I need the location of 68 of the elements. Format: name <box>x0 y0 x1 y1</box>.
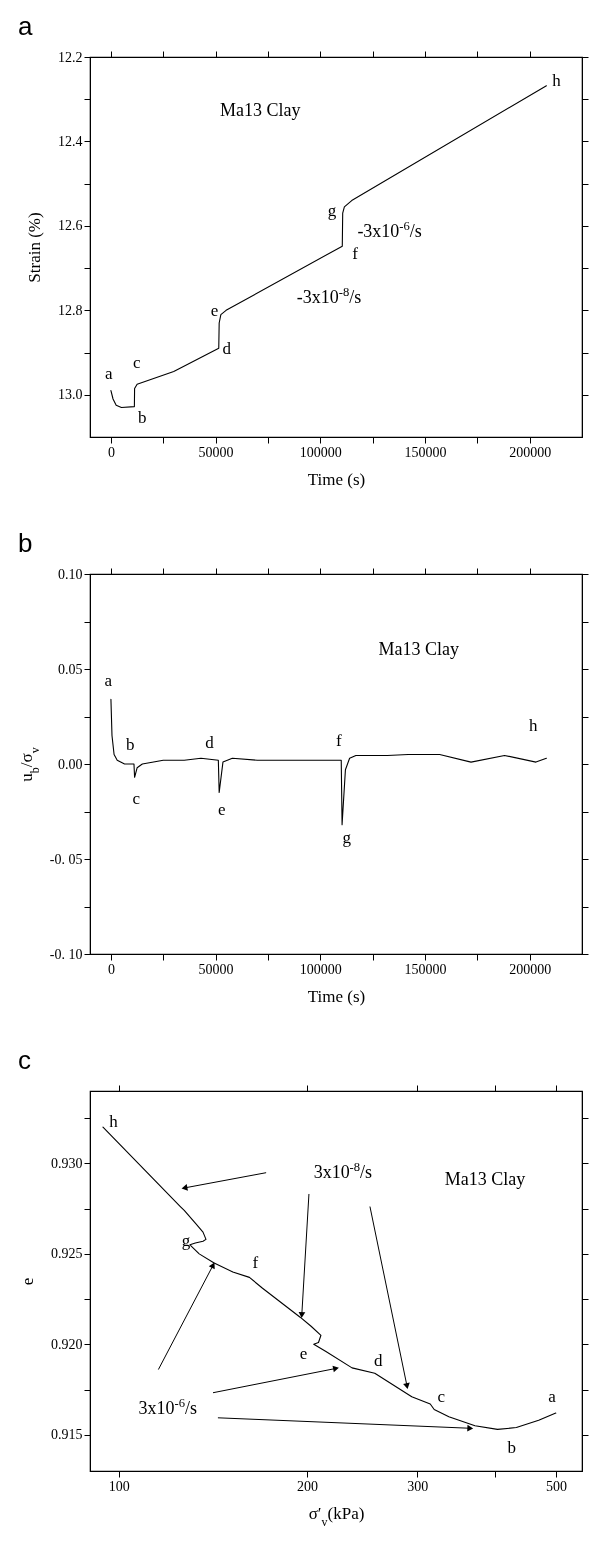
annotation: h <box>552 71 562 91</box>
annotation: f <box>336 730 343 750</box>
x-tick-label: 300 <box>407 1478 429 1494</box>
x-tick-label: 50000 <box>198 961 234 977</box>
y-tick-label: 12.6 <box>58 218 83 234</box>
annotation: d <box>374 1350 384 1370</box>
y-tick-label: 12.2 <box>58 49 83 65</box>
annotation: Ma13 Clay <box>219 99 301 120</box>
annotation: f <box>352 243 359 263</box>
x-axis-title: σ′$_{v}$(kPa) <box>308 1503 365 1529</box>
annotation: c <box>437 1386 446 1406</box>
annotation: e <box>299 1343 308 1363</box>
annotation: -3x10$^{-8}$/s <box>296 284 362 307</box>
annotation: h <box>109 1112 119 1132</box>
x-tick-label: 500 <box>546 1478 568 1494</box>
y-tick-label: 0.10 <box>58 566 83 582</box>
y-tick-label: 0.930 <box>51 1155 83 1171</box>
x-axis-title: Time (s) <box>307 986 366 1006</box>
annotation: a <box>104 670 113 690</box>
chart-title: b <box>18 528 33 558</box>
annotation: a <box>104 363 113 383</box>
x-tick-label: 100 <box>108 1478 130 1494</box>
annotation: c <box>132 353 141 373</box>
annotation: d <box>222 338 232 358</box>
annotation: b <box>137 408 147 428</box>
y-tick-label: 12.8 <box>58 302 83 318</box>
x-tick-label: 0 <box>107 961 115 977</box>
annotation: f <box>252 1252 259 1272</box>
y-axis-title: e <box>18 1277 37 1286</box>
annotation: g <box>181 1231 191 1251</box>
annotation: e <box>218 799 226 819</box>
x-tick-label: 100000 <box>299 961 342 977</box>
x-tick-label: 200 <box>297 1478 319 1494</box>
annotation: c <box>132 788 141 808</box>
annotation: Ma13 Clay <box>444 1168 526 1189</box>
chart-title: a <box>18 11 33 41</box>
annotation: e <box>210 300 219 320</box>
y-tick-label: 0.925 <box>51 1246 83 1262</box>
y-tick-label: 13.0 <box>58 387 83 403</box>
y-tick-label: 0.915 <box>51 1427 83 1443</box>
y-tick-label: -0. 05 <box>49 851 83 867</box>
x-tick-label: 0 <box>107 444 115 460</box>
line-series <box>110 698 547 826</box>
x-tick-label: 150000 <box>404 444 447 460</box>
annotation: 3x10$^{-6}$/s <box>138 1396 197 1419</box>
chart-title: c <box>18 1045 31 1075</box>
y-tick-label: 0.00 <box>58 756 83 772</box>
x-tick-label: 100000 <box>299 444 342 460</box>
annotation: g <box>342 827 352 847</box>
x-axis-title: Time (s) <box>307 469 366 489</box>
x-tick-label: 200000 <box>509 444 552 460</box>
annotation: h <box>529 716 539 736</box>
annotation: g <box>327 200 337 220</box>
x-tick-label: 50000 <box>198 444 234 460</box>
annotation: b <box>507 1437 516 1457</box>
y-tick-label: 12.4 <box>58 133 83 149</box>
annotation: 3x10$^{-8}$/s <box>313 1160 373 1183</box>
y-tick-label: 0.05 <box>58 661 83 677</box>
annotation: d <box>205 733 215 753</box>
annotation: Ma13 Clay <box>378 639 459 660</box>
annotation: -3x10$^{-6}$/s <box>357 219 422 242</box>
annotation: b <box>126 735 135 755</box>
y-axis-title: Strain (%) <box>25 212 44 283</box>
x-tick-label: 200000 <box>509 961 552 977</box>
annotation: a <box>548 1386 557 1406</box>
y-tick-label: -0. 10 <box>49 946 83 962</box>
y-tick-label: 0.920 <box>51 1336 83 1352</box>
x-tick-label: 150000 <box>404 961 447 977</box>
